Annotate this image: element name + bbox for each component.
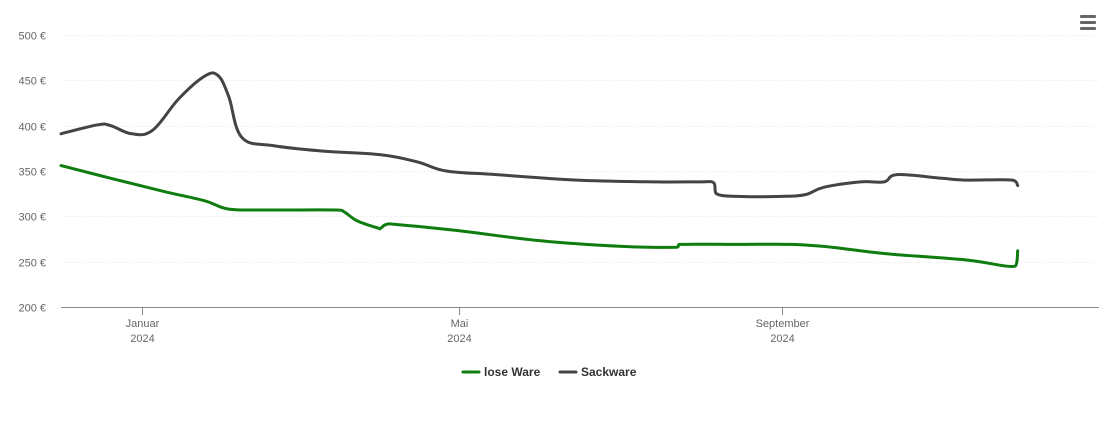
legend-item-sackware[interactable]: Sackware: [558, 365, 637, 379]
hamburger-menu-icon[interactable]: [1076, 10, 1100, 34]
y-tick-label: 400 €: [18, 122, 46, 134]
series-lines: [59, 71, 1020, 268]
x-tick-label: September: [756, 318, 810, 330]
y-axis: 200 € 250 € 300 € 350 € 400 € 450 € 500 €: [18, 31, 46, 315]
legend-item-lose-ware[interactable]: lose Ware: [461, 365, 541, 379]
series-line-lose-ware[interactable]: [59, 164, 1020, 268]
series-line-sackware[interactable]: [59, 71, 1020, 199]
y-tick-label: 500 €: [18, 31, 46, 43]
x-tick-label: Januar: [126, 318, 160, 330]
legend-label: Sackware: [581, 365, 637, 379]
x-tick-label: 2024: [130, 333, 154, 345]
x-tick-label: Mai: [451, 318, 469, 330]
x-axis: Januar 2024 Mai 2024 September 2024: [61, 307, 1099, 345]
y-tick-label: 350 €: [18, 167, 46, 179]
y-tick-label: 300 €: [18, 212, 46, 224]
x-tick-label: 2024: [447, 333, 471, 345]
y-tick-label: 200 €: [18, 303, 46, 315]
x-tick-label: 2024: [770, 333, 794, 345]
grid-lines: [61, 35, 1099, 263]
legend-label: lose Ware: [484, 365, 541, 379]
y-tick-label: 250 €: [18, 258, 46, 270]
legend: lose Ware Sackware: [461, 365, 637, 379]
y-tick-label: 450 €: [18, 76, 46, 88]
